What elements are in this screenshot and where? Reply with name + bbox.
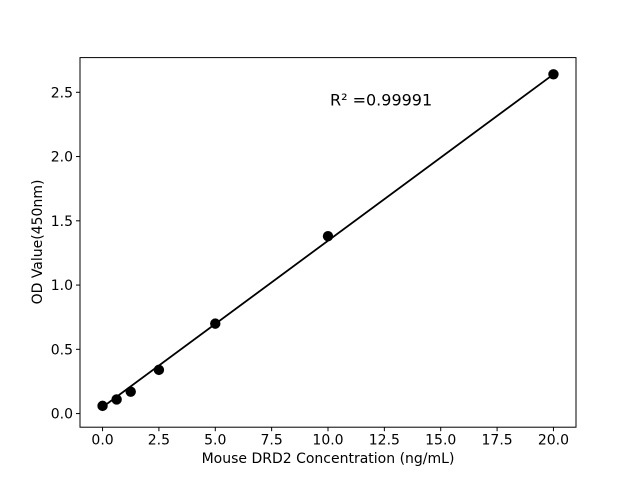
data-point — [97, 400, 108, 412]
x-tick-label: 7.5 — [261, 433, 283, 449]
x-axis-label: Mouse DRD2 Concentration (ng/mL) — [201, 451, 455, 467]
y-tick-label: 1.5 — [51, 214, 73, 230]
x-tick-label: 5.0 — [204, 433, 226, 449]
y-tick-label: 2.0 — [51, 150, 73, 166]
x-tick-label: 12.5 — [369, 433, 400, 449]
data-point — [125, 386, 136, 397]
x-tick-label: 2.5 — [148, 433, 170, 449]
r-squared-annotation: R² =0.99991 — [329, 90, 433, 110]
y-axis-label: OD Value(450nm) — [30, 179, 46, 305]
x-tick-label: 15.0 — [425, 433, 456, 449]
data-point — [322, 231, 334, 242]
x-tick-label: 0.0 — [91, 433, 113, 449]
data-point — [548, 69, 559, 80]
y-tick-label: 0.5 — [51, 342, 73, 358]
x-tick-label: 17.5 — [482, 433, 513, 449]
x-tick-label: 10.0 — [312, 433, 343, 449]
y-tick-label: 1.0 — [51, 278, 73, 294]
data-point — [111, 394, 122, 405]
y-tick-label: 0.0 — [51, 407, 73, 423]
data-point — [153, 364, 165, 376]
data-point — [210, 318, 221, 329]
y-tick-label: 2.5 — [51, 85, 73, 101]
x-tick-label: 20.0 — [538, 433, 569, 449]
